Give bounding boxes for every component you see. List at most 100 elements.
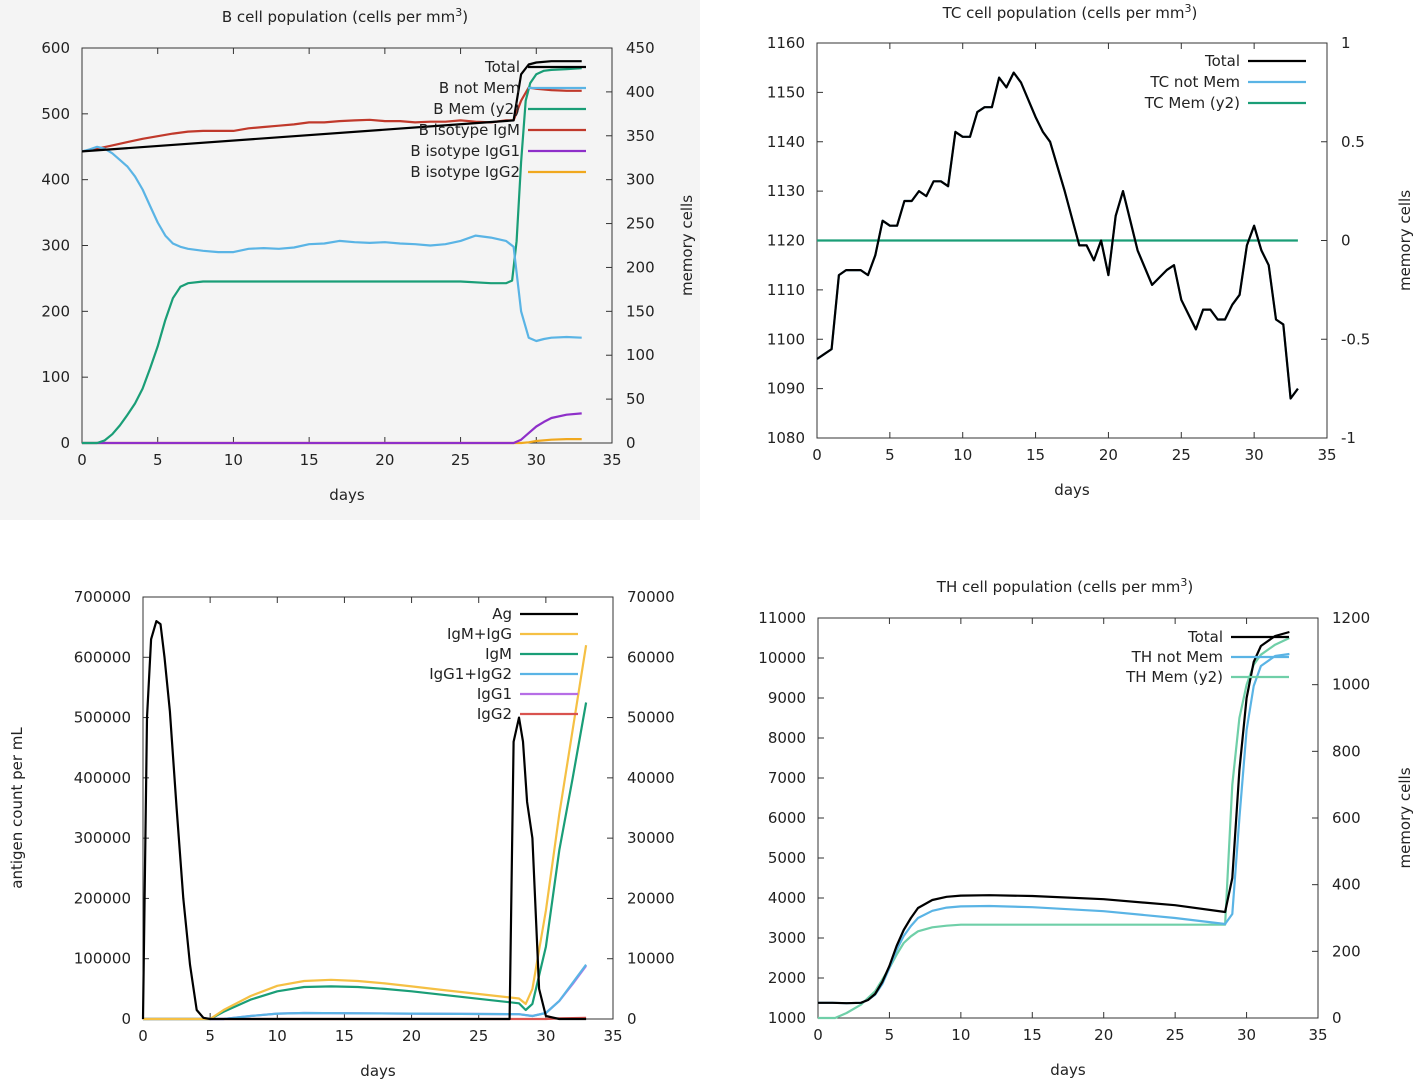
x-tick-label: 15 bbox=[335, 1027, 354, 1045]
legend-label: B isotype IgM bbox=[419, 121, 520, 139]
x-tick-label: 35 bbox=[602, 451, 621, 469]
legend-label: B Mem (y2) bbox=[433, 100, 520, 118]
x-tick-label: 35 bbox=[1308, 1026, 1327, 1044]
legend-label: TH Mem (y2) bbox=[1125, 668, 1223, 686]
y2-tick-label: 200 bbox=[1332, 942, 1361, 960]
x-tick-label: 30 bbox=[536, 1027, 555, 1045]
series-line-total bbox=[818, 630, 1290, 1005]
y-tick-label: 700000 bbox=[74, 588, 131, 606]
legend-label: Total bbox=[484, 58, 520, 76]
y2-tick-label: 0 bbox=[1332, 1009, 1342, 1027]
x-tick-label: 25 bbox=[469, 1027, 488, 1045]
x-tick-label: 15 bbox=[1026, 446, 1045, 464]
series-lines bbox=[81, 60, 582, 445]
y-tick-label: 0 bbox=[60, 434, 70, 452]
series-lines bbox=[141, 619, 588, 1021]
y2-tick-label: 10000 bbox=[627, 950, 675, 968]
x-axis-label: days bbox=[1050, 1061, 1086, 1079]
panel-bg-tc-cell bbox=[700, 0, 1417, 520]
chart-title: TC cell population (cells per mm3) bbox=[942, 2, 1198, 22]
y2-tick-label: 20000 bbox=[627, 889, 675, 907]
chart-title-sup: 3 bbox=[1180, 576, 1187, 589]
y-tick-label: 6000 bbox=[768, 809, 806, 827]
x-tick-label: 30 bbox=[1237, 1026, 1256, 1044]
y2-tick-label: 450 bbox=[626, 39, 655, 57]
y2-tick-label: 1000 bbox=[1332, 676, 1370, 694]
y2-tick-label: 0 bbox=[626, 434, 636, 452]
y-tick-label: 8000 bbox=[768, 729, 806, 747]
x-tick-label: 30 bbox=[1245, 446, 1264, 464]
y2-tick-label: 30000 bbox=[627, 829, 675, 847]
y-tick-label: 200000 bbox=[74, 889, 131, 907]
y2-tick-label: 200 bbox=[626, 258, 655, 276]
chart-title-text: B cell population (cells per mm bbox=[222, 8, 455, 26]
x-tick-label: 25 bbox=[1166, 1026, 1185, 1044]
y-tick-label: 7000 bbox=[768, 769, 806, 787]
legend-label: B isotype IgG2 bbox=[410, 163, 520, 181]
x-axis-label: days bbox=[360, 1062, 396, 1080]
chart-th-cell: 0 5 10 15 20 25 30 3510002000300040005000600070… bbox=[758, 576, 1414, 1079]
x-tick-label: 10 bbox=[268, 1027, 287, 1045]
x-tick-label: 5 bbox=[885, 1026, 895, 1044]
y2-tick-label: -1 bbox=[1341, 429, 1356, 447]
legend-label: TH not Mem bbox=[1131, 648, 1223, 666]
y-tick-label: 10000 bbox=[758, 649, 806, 667]
y-tick-label: 100 bbox=[41, 368, 70, 386]
x-tick-label: 0 bbox=[138, 1027, 148, 1045]
chart-title-end: ) bbox=[1192, 4, 1198, 22]
legend-label: IgG1+IgG2 bbox=[429, 665, 512, 683]
x-tick-label: 15 bbox=[300, 451, 319, 469]
y-tick-label: 1160 bbox=[767, 34, 805, 52]
y2-tick-label: 0.5 bbox=[1341, 133, 1365, 151]
chart-title-text: TC cell population (cells per mm bbox=[942, 4, 1185, 22]
series-line-igm-igg bbox=[143, 645, 588, 1021]
y2-tick-label: 400 bbox=[1332, 876, 1361, 894]
y-axis-label: antigen count per mL bbox=[8, 727, 26, 889]
y-tick-label: 0 bbox=[121, 1010, 131, 1028]
y2-tick-label: 600 bbox=[1332, 809, 1361, 827]
y2-tick-label: 300 bbox=[626, 171, 655, 189]
y2-tick-label: 70000 bbox=[627, 588, 675, 606]
chart-title-sup: 3 bbox=[455, 6, 462, 19]
legend-label: TC Mem (y2) bbox=[1144, 94, 1240, 112]
y-tick-label: 1000 bbox=[768, 1009, 806, 1027]
y2-tick-label: 0 bbox=[1341, 232, 1351, 250]
y-tick-label: 1130 bbox=[767, 182, 805, 200]
chart-title-end: ) bbox=[1187, 578, 1193, 596]
x-axis-label: days bbox=[1054, 481, 1090, 499]
panel-bg-b-cell bbox=[0, 0, 700, 520]
legend-label: IgM bbox=[485, 645, 512, 663]
panel-bg-antigen bbox=[0, 520, 700, 1082]
y2-tick-label: 1 bbox=[1341, 34, 1351, 52]
y-tick-label: 600 bbox=[41, 39, 70, 57]
y2-tick-label: 400 bbox=[626, 83, 655, 101]
y2-tick-label: 60000 bbox=[627, 648, 675, 666]
chart-antigen: 0 5 10 15 20 25 30 3501000002000003000004000005… bbox=[8, 588, 675, 1080]
y-tick-label: 300000 bbox=[74, 829, 131, 847]
y-tick-label: 1150 bbox=[767, 83, 805, 101]
x-tick-label: 5 bbox=[205, 1027, 215, 1045]
y-tick-label: 1110 bbox=[767, 281, 805, 299]
y-tick-label: 1080 bbox=[767, 429, 805, 447]
y-tick-label: 3000 bbox=[768, 929, 806, 947]
x-tick-label: 25 bbox=[451, 451, 470, 469]
legend-label: Total bbox=[1187, 628, 1223, 646]
y2-tick-label: 800 bbox=[1332, 742, 1361, 760]
y-tick-label: 100000 bbox=[74, 950, 131, 968]
y2-tick-label: 40000 bbox=[627, 769, 675, 787]
series-line-total bbox=[816, 71, 1299, 400]
series-line-igm bbox=[143, 702, 588, 1021]
y-tick-label: 4000 bbox=[768, 889, 806, 907]
chart-title: TH cell population (cells per mm3) bbox=[936, 576, 1193, 596]
x-tick-label: 5 bbox=[885, 446, 895, 464]
series-line-b-isotype-igg2 bbox=[82, 438, 582, 445]
y2-axis-label: memory cells bbox=[1396, 767, 1414, 868]
x-tick-label: 0 bbox=[813, 1026, 823, 1044]
y2-axis-label: memory cells bbox=[678, 195, 696, 296]
legend-label: IgG2 bbox=[477, 705, 512, 723]
y-tick-label: 400000 bbox=[74, 769, 131, 787]
y-tick-label: 2000 bbox=[768, 969, 806, 987]
x-tick-label: 15 bbox=[1023, 1026, 1042, 1044]
x-tick-label: 10 bbox=[953, 446, 972, 464]
series-line-b-not-mem bbox=[81, 145, 582, 343]
